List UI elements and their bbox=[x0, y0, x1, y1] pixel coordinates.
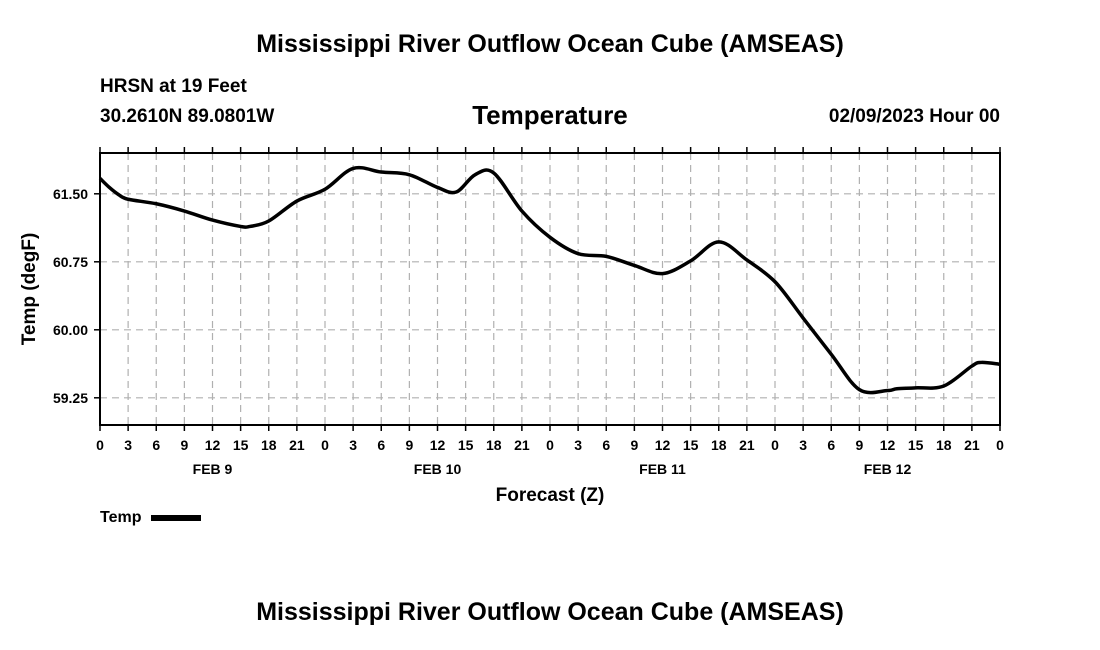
x-tick-label: 9 bbox=[855, 437, 863, 453]
x-tick-label: 3 bbox=[124, 437, 132, 453]
x-tick-label: 18 bbox=[936, 437, 952, 453]
y-tick-label: 60.00 bbox=[53, 322, 88, 338]
x-tick-label: 6 bbox=[602, 437, 610, 453]
y-tick-label: 59.25 bbox=[53, 390, 88, 406]
footer-title: Mississippi River Outflow Ocean Cube (AM… bbox=[256, 598, 844, 626]
x-axis-title: Forecast (Z) bbox=[496, 485, 605, 506]
datetime-label: 02/09/2023 Hour 00 bbox=[828, 106, 1000, 127]
x-tick-label: 21 bbox=[289, 437, 305, 453]
x-tick-label: 15 bbox=[233, 437, 249, 453]
x-tick-label: 12 bbox=[880, 437, 896, 453]
x-tick-label: 18 bbox=[711, 437, 727, 453]
x-tick-label: 3 bbox=[799, 437, 807, 453]
x-tick-label: 3 bbox=[574, 437, 582, 453]
x-tick-label: 21 bbox=[739, 437, 755, 453]
x-tick-label: 9 bbox=[180, 437, 188, 453]
x-tick-label: 0 bbox=[96, 437, 104, 453]
x-tick-label: 6 bbox=[377, 437, 385, 453]
variable-title: Temperature bbox=[472, 100, 628, 130]
chart-title: Mississippi River Outflow Ocean Cube (AM… bbox=[256, 30, 844, 58]
day-label: FEB 10 bbox=[414, 461, 462, 477]
x-tick-label: 21 bbox=[964, 437, 980, 453]
x-tick-label: 18 bbox=[486, 437, 502, 453]
legend-label: Temp bbox=[100, 509, 142, 526]
x-tick-label: 0 bbox=[321, 437, 329, 453]
x-tick-label: 12 bbox=[655, 437, 671, 453]
coordinates-label: 30.2610N 89.0801W bbox=[100, 106, 275, 127]
x-tick-label: 0 bbox=[771, 437, 779, 453]
x-tick-label: 9 bbox=[405, 437, 413, 453]
x-tick-label: 12 bbox=[205, 437, 221, 453]
day-label: FEB 12 bbox=[864, 461, 912, 477]
x-tick-label: 15 bbox=[683, 437, 699, 453]
x-tick-label: 15 bbox=[908, 437, 924, 453]
day-label: FEB 11 bbox=[639, 461, 686, 477]
day-label: FEB 9 bbox=[193, 461, 233, 477]
x-tick-label: 6 bbox=[827, 437, 835, 453]
x-tick-label: 9 bbox=[630, 437, 638, 453]
station-label: HRSN at 19 Feet bbox=[100, 76, 247, 97]
x-tick-label: 6 bbox=[152, 437, 160, 453]
x-tick-label: 18 bbox=[261, 437, 277, 453]
series-line-temp bbox=[98, 165, 1001, 395]
x-tick-label: 3 bbox=[349, 437, 357, 453]
x-tick-label: 0 bbox=[546, 437, 554, 453]
x-tick-label: 15 bbox=[458, 437, 474, 453]
x-tick-label: 0 bbox=[996, 437, 1004, 453]
x-tick-label: 12 bbox=[430, 437, 446, 453]
legend-swatch bbox=[151, 514, 202, 521]
y-tick-label: 60.75 bbox=[53, 254, 88, 270]
y-tick-label: 61.50 bbox=[53, 186, 88, 202]
x-tick-label: 21 bbox=[514, 437, 530, 453]
y-axis-title: Temp (degF) bbox=[19, 233, 40, 346]
legend: Temp bbox=[100, 509, 202, 527]
